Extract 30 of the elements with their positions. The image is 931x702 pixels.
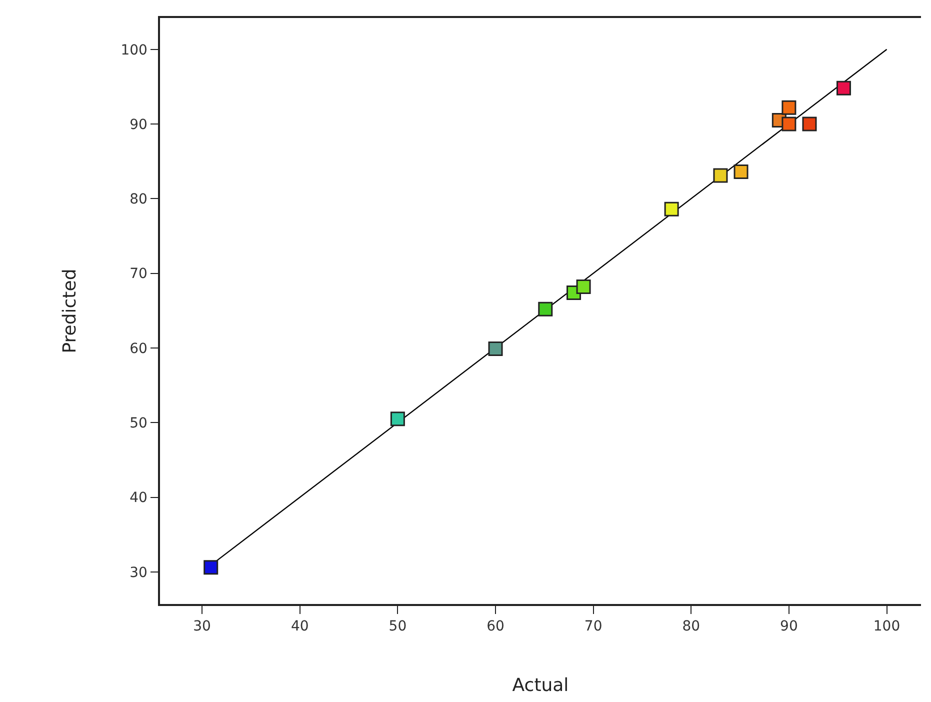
point xyxy=(782,116,796,132)
x-tick-label: 60 xyxy=(486,618,504,635)
x-tick-label: 70 xyxy=(584,618,602,635)
point xyxy=(390,412,405,426)
point xyxy=(576,279,591,294)
x-tick-label: 100 xyxy=(873,618,900,635)
point xyxy=(802,116,817,132)
y-tick-label: 60 xyxy=(130,340,148,357)
x-tick-label: 50 xyxy=(388,618,407,635)
x-axis-title: Actual xyxy=(512,675,569,696)
y-tick-label: 90 xyxy=(130,116,148,133)
y-tick-label: 100 xyxy=(120,42,148,58)
point xyxy=(538,302,553,316)
y-tick-label: 50 xyxy=(130,416,148,432)
point xyxy=(782,100,796,115)
y-tick-label: 70 xyxy=(130,266,148,282)
point xyxy=(204,560,218,575)
point xyxy=(713,168,728,183)
y-axis-title: Predicted xyxy=(59,268,80,354)
y-tick-label: 40 xyxy=(130,490,148,506)
y-tick-label: 80 xyxy=(130,192,148,208)
x-tick-label: 40 xyxy=(290,618,309,635)
point xyxy=(488,341,503,356)
x-tick-label: 30 xyxy=(193,618,211,635)
point xyxy=(734,164,748,180)
y-tick-label: 30 xyxy=(130,564,148,581)
point xyxy=(836,80,851,96)
x-tick-label: 80 xyxy=(682,618,700,635)
point xyxy=(664,202,679,216)
x-tick-label: 90 xyxy=(780,618,798,635)
